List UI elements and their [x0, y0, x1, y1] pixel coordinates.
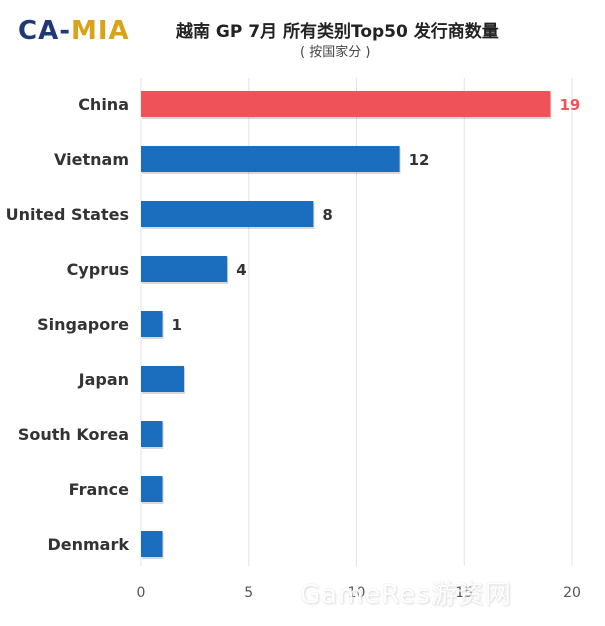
category-label: Singapore — [37, 315, 129, 334]
bar — [141, 476, 163, 502]
x-tick-label: 15 — [455, 585, 473, 601]
category-label: France — [69, 480, 129, 499]
chart-header: CA-MIA 越南 GP 7月 所有类别Top50 发行商数量 ( 按国家分 ) — [0, 0, 605, 80]
watermark: GameRes游资网 — [300, 580, 512, 610]
data-label: 4 — [236, 261, 246, 279]
bar — [141, 146, 400, 172]
category-label: Cyprus — [67, 260, 129, 279]
x-tick-label: 20 — [563, 585, 581, 601]
bar — [141, 531, 163, 557]
category-label: United States — [6, 205, 129, 224]
category-label: Vietnam — [54, 150, 129, 169]
data-label: 12 — [409, 151, 430, 169]
data-label: 1 — [172, 316, 182, 334]
category-label: Denmark — [47, 535, 129, 554]
chart-subtitle: ( 按国家分 ) — [300, 45, 371, 60]
x-tick-label: 10 — [348, 585, 366, 601]
bar — [141, 311, 163, 337]
category-label: South Korea — [18, 425, 129, 444]
bar — [141, 256, 228, 282]
x-tick-label: 0 — [137, 585, 146, 601]
bar — [141, 91, 551, 117]
bar — [141, 201, 314, 227]
category-label: Japan — [78, 370, 129, 389]
chart-title: 越南 GP 7月 所有类别Top50 发行商数量 — [176, 22, 499, 42]
bar — [141, 421, 163, 447]
bar — [141, 366, 185, 392]
category-label: China — [78, 95, 129, 114]
data-label: 8 — [322, 206, 332, 224]
data-label: 19 — [559, 96, 580, 114]
logo-right-text: MIA — [71, 16, 130, 46]
ca-mia-logo: CA-MIA — [18, 16, 130, 46]
x-tick-label: 5 — [244, 585, 253, 601]
logo-left-text: CA- — [18, 16, 71, 46]
